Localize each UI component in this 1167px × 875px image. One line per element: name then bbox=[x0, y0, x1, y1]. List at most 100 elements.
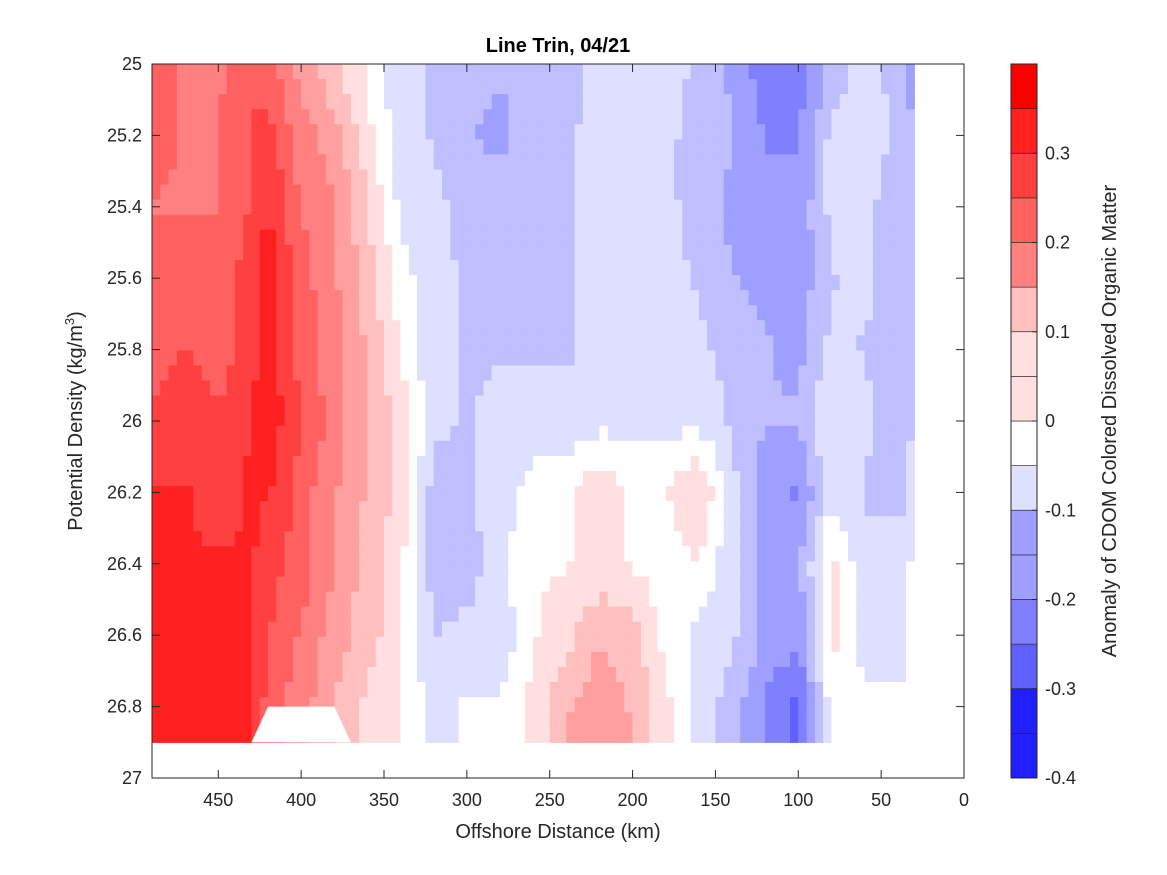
contour-cell bbox=[392, 260, 402, 276]
contour-cell bbox=[268, 244, 277, 261]
contour-cell bbox=[218, 380, 228, 397]
contour-cell bbox=[823, 697, 832, 713]
contour-cell bbox=[301, 425, 310, 442]
contour-cell bbox=[276, 229, 286, 246]
contour-cell bbox=[425, 365, 435, 382]
contour-cell bbox=[309, 64, 319, 80]
contour-cell bbox=[210, 516, 219, 532]
contour-cell bbox=[781, 380, 791, 397]
contour-cell bbox=[864, 154, 874, 171]
contour-cell bbox=[856, 290, 866, 306]
colorbar-tick-label: -0.3 bbox=[1045, 679, 1076, 699]
contour-cell bbox=[342, 576, 352, 593]
contour-cell bbox=[814, 124, 824, 140]
contour-cell bbox=[682, 395, 692, 412]
contour-cell bbox=[276, 94, 286, 110]
contour-cell bbox=[897, 214, 907, 231]
contour-cell bbox=[790, 561, 799, 578]
contour-cell bbox=[657, 260, 667, 276]
contour-cell bbox=[367, 651, 377, 668]
contour-cell bbox=[458, 350, 468, 367]
contour-cell bbox=[541, 169, 551, 186]
contour-cell bbox=[400, 516, 410, 532]
contour-cell bbox=[342, 636, 352, 653]
contour-cell bbox=[607, 697, 617, 713]
contour-cell bbox=[715, 636, 725, 653]
colorbar-label: Anomaly of CDOM Colored Dissolved Organi… bbox=[1099, 184, 1121, 657]
contour-cell bbox=[400, 425, 410, 442]
contour-cell bbox=[160, 425, 170, 442]
contour-cell bbox=[508, 651, 518, 668]
contour-cell bbox=[814, 591, 824, 608]
contour-cell bbox=[350, 712, 360, 728]
contour-cell bbox=[814, 260, 824, 276]
contour-cell bbox=[193, 440, 203, 457]
contour-cell bbox=[839, 440, 849, 457]
contour-cell bbox=[201, 169, 211, 186]
contour-cell bbox=[723, 184, 733, 201]
contour-cell bbox=[624, 561, 634, 578]
contour-cell bbox=[740, 455, 750, 472]
contour-cell bbox=[533, 124, 542, 140]
contour-cell bbox=[897, 486, 907, 502]
contour-cell bbox=[375, 320, 385, 336]
contour-cell bbox=[251, 214, 261, 231]
contour-cell bbox=[400, 697, 410, 713]
contour-cell bbox=[715, 471, 725, 487]
contour-cell bbox=[814, 365, 824, 382]
contour-cell bbox=[723, 365, 733, 382]
contour-cell bbox=[732, 184, 741, 201]
contour-cell bbox=[558, 229, 567, 246]
contour-cell bbox=[350, 425, 360, 442]
contour-cell bbox=[508, 94, 518, 110]
contour-cell bbox=[292, 486, 302, 502]
contour-cell bbox=[848, 139, 857, 156]
contour-cell bbox=[384, 169, 393, 186]
contour-cell bbox=[392, 561, 402, 578]
contour-cell bbox=[359, 501, 368, 517]
contour-cell bbox=[516, 561, 526, 578]
contour-cell bbox=[176, 229, 186, 246]
contour-cell bbox=[549, 455, 559, 472]
contour-cell bbox=[839, 335, 849, 351]
contour-cell bbox=[268, 486, 277, 502]
contour-cell bbox=[649, 365, 658, 382]
contour-cell bbox=[649, 305, 658, 321]
contour-cell bbox=[682, 244, 692, 261]
contour-cell bbox=[334, 455, 344, 472]
contour-cell bbox=[814, 440, 824, 457]
contour-cell bbox=[301, 214, 310, 231]
contour-cell bbox=[773, 214, 783, 231]
contour-cell bbox=[616, 425, 625, 442]
contour-cell bbox=[599, 335, 609, 351]
contour-cell bbox=[259, 229, 269, 246]
contour-cell bbox=[674, 591, 683, 608]
contour-cell bbox=[848, 305, 857, 321]
contour-cell bbox=[765, 365, 774, 382]
contour-cell bbox=[483, 501, 493, 517]
contour-cell bbox=[765, 682, 774, 698]
contour-cell bbox=[524, 169, 534, 186]
contour-cell bbox=[897, 169, 907, 186]
contour-cell bbox=[549, 305, 559, 321]
contour-cell bbox=[665, 455, 675, 472]
contour-cell bbox=[558, 260, 567, 276]
contour-cell bbox=[690, 350, 700, 367]
contour-cell bbox=[400, 229, 410, 246]
contour-cell bbox=[632, 350, 642, 367]
contour-cell bbox=[234, 64, 244, 80]
contour-cell bbox=[624, 365, 634, 382]
contour-cell bbox=[152, 260, 161, 276]
contour-cell bbox=[881, 169, 890, 186]
contour-cell bbox=[168, 561, 178, 578]
contour-cell bbox=[773, 682, 783, 698]
contour-cell bbox=[881, 109, 890, 125]
contour-cell bbox=[690, 109, 700, 125]
contour-cell bbox=[243, 395, 252, 412]
contour-cell bbox=[400, 154, 410, 171]
contour-cell bbox=[864, 109, 874, 125]
contour-cell bbox=[268, 697, 277, 713]
contour-cell bbox=[756, 516, 766, 532]
contour-cell bbox=[193, 64, 203, 80]
contour-cell bbox=[524, 94, 534, 110]
